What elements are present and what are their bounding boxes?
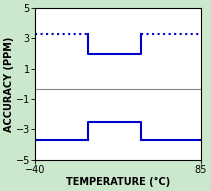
X-axis label: TEMPERATURE (°C): TEMPERATURE (°C): [66, 177, 170, 187]
Y-axis label: ACCURACY (PPM): ACCURACY (PPM): [4, 36, 14, 132]
